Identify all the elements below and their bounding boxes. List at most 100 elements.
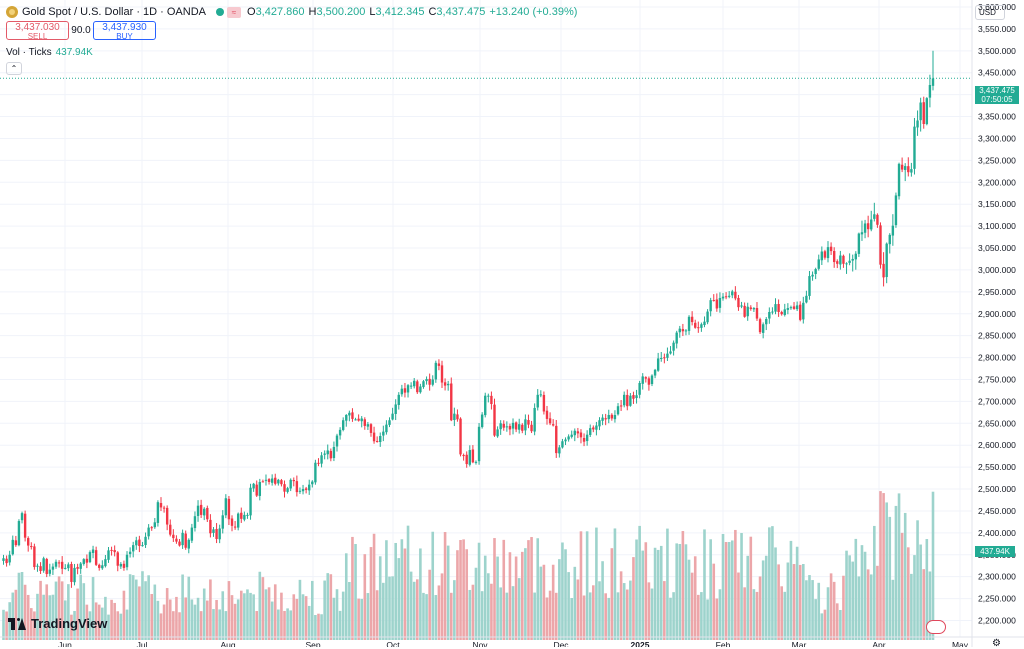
sell-button[interactable]: 3,437.030 SELL [6,21,69,41]
gear-icon[interactable]: ⚙ [992,638,1001,649]
volume-bar [465,549,469,640]
candle-body [64,567,67,569]
tradingview-logo[interactable]: TradingView [8,616,107,631]
candle-body [382,431,385,436]
volume-bar [786,562,790,640]
candle-body [20,513,24,521]
candle-body [60,561,64,569]
candle-body [422,381,425,388]
candle-body [848,260,851,263]
volume-bar [375,590,379,640]
volume-bar [483,555,487,640]
volume-bar [289,610,292,640]
volume-bar [175,596,178,640]
volume-value-label: 437.94K [975,546,1015,557]
candle-body [573,430,576,436]
candle-body [357,418,360,421]
candle-body [298,490,302,492]
candle-body [135,540,138,546]
collapse-legend-button[interactable]: ⌃ [6,62,22,75]
volume-bar [903,512,907,640]
candle-body [162,507,166,509]
volume-bar [755,591,759,640]
buy-label: BUY [116,32,133,41]
candle-body [212,529,215,533]
volume-bar [582,595,586,640]
volume-bar [567,572,570,640]
time-tick-label: Aug [220,640,235,647]
buy-button[interactable]: 3,437.930 BUY [93,21,156,41]
candle-body [484,395,487,416]
last-price-label: 3,437.475 07:50:05 [975,86,1019,104]
candle-body [267,479,271,483]
time-tick-label: Oct [386,640,400,647]
candle-body [240,512,243,519]
candle-body [907,166,910,173]
candle-body [23,513,27,538]
candle-body [332,446,336,459]
volume-bar [876,565,879,640]
volume-bar [619,571,623,640]
candle-body [366,424,370,427]
candle-body [218,528,221,540]
volume-bar [63,600,67,640]
candle-body [314,462,317,483]
volume-bar [585,531,589,640]
flag-icon[interactable] [926,620,946,634]
volume-bar [743,587,746,640]
candle-body [203,508,206,516]
volume-legend[interactable]: Vol · Ticks 437.94K [6,47,93,58]
volume-bar [372,533,376,640]
candle-body [165,507,169,525]
candle-body [270,478,274,483]
candle-body [836,261,839,264]
candle-body [437,363,441,366]
time-tick-label: Apr [872,640,885,647]
candle-body [101,565,104,569]
candle-body [79,563,82,569]
candle-body [524,419,527,431]
volume-bar [252,594,255,640]
candle-body [295,481,299,493]
volume-bar [616,592,620,640]
candle-body [511,422,515,429]
volume-bar [125,609,129,640]
volume-bar [570,598,573,640]
candle-body [397,394,400,405]
candle-body [57,562,61,564]
currency-selector[interactable]: USD [975,5,1005,20]
candle-body [110,549,113,551]
volume-bar [184,597,187,640]
volume-bar [326,573,330,640]
volume-bar [919,544,922,640]
gold-coin-icon [6,6,18,18]
symbol-legend[interactable]: Gold Spot / U.S. Dollar · 1D · OANDA ≈ O… [6,4,577,20]
candle-body [462,455,465,457]
volume-bar [45,584,49,640]
sell-label: SELL [27,32,48,41]
volume-bar [894,505,898,640]
volume-bar [814,599,817,640]
price-tick-label: 2,450.000 [978,506,1016,516]
volume-bar [752,589,756,640]
volume-bar [239,590,243,640]
candle-body [496,429,499,437]
open-label: O [247,6,256,18]
volume-bar [388,576,391,640]
candlesticks [2,50,935,588]
volume-bar [107,614,110,640]
candle-body [805,295,808,303]
candle-body [666,353,669,358]
candle-body [876,214,879,225]
candle-body [400,388,404,395]
price-tick-label: 3,250.000 [978,155,1016,165]
candle-body [882,263,885,278]
volume-bar [412,581,416,640]
volume-bar [860,545,864,640]
volume-bar [446,545,450,640]
volume-bar [709,539,712,640]
volume-bar [545,597,549,640]
price-tick-label: 2,400.000 [978,528,1016,538]
candle-body [82,559,85,564]
